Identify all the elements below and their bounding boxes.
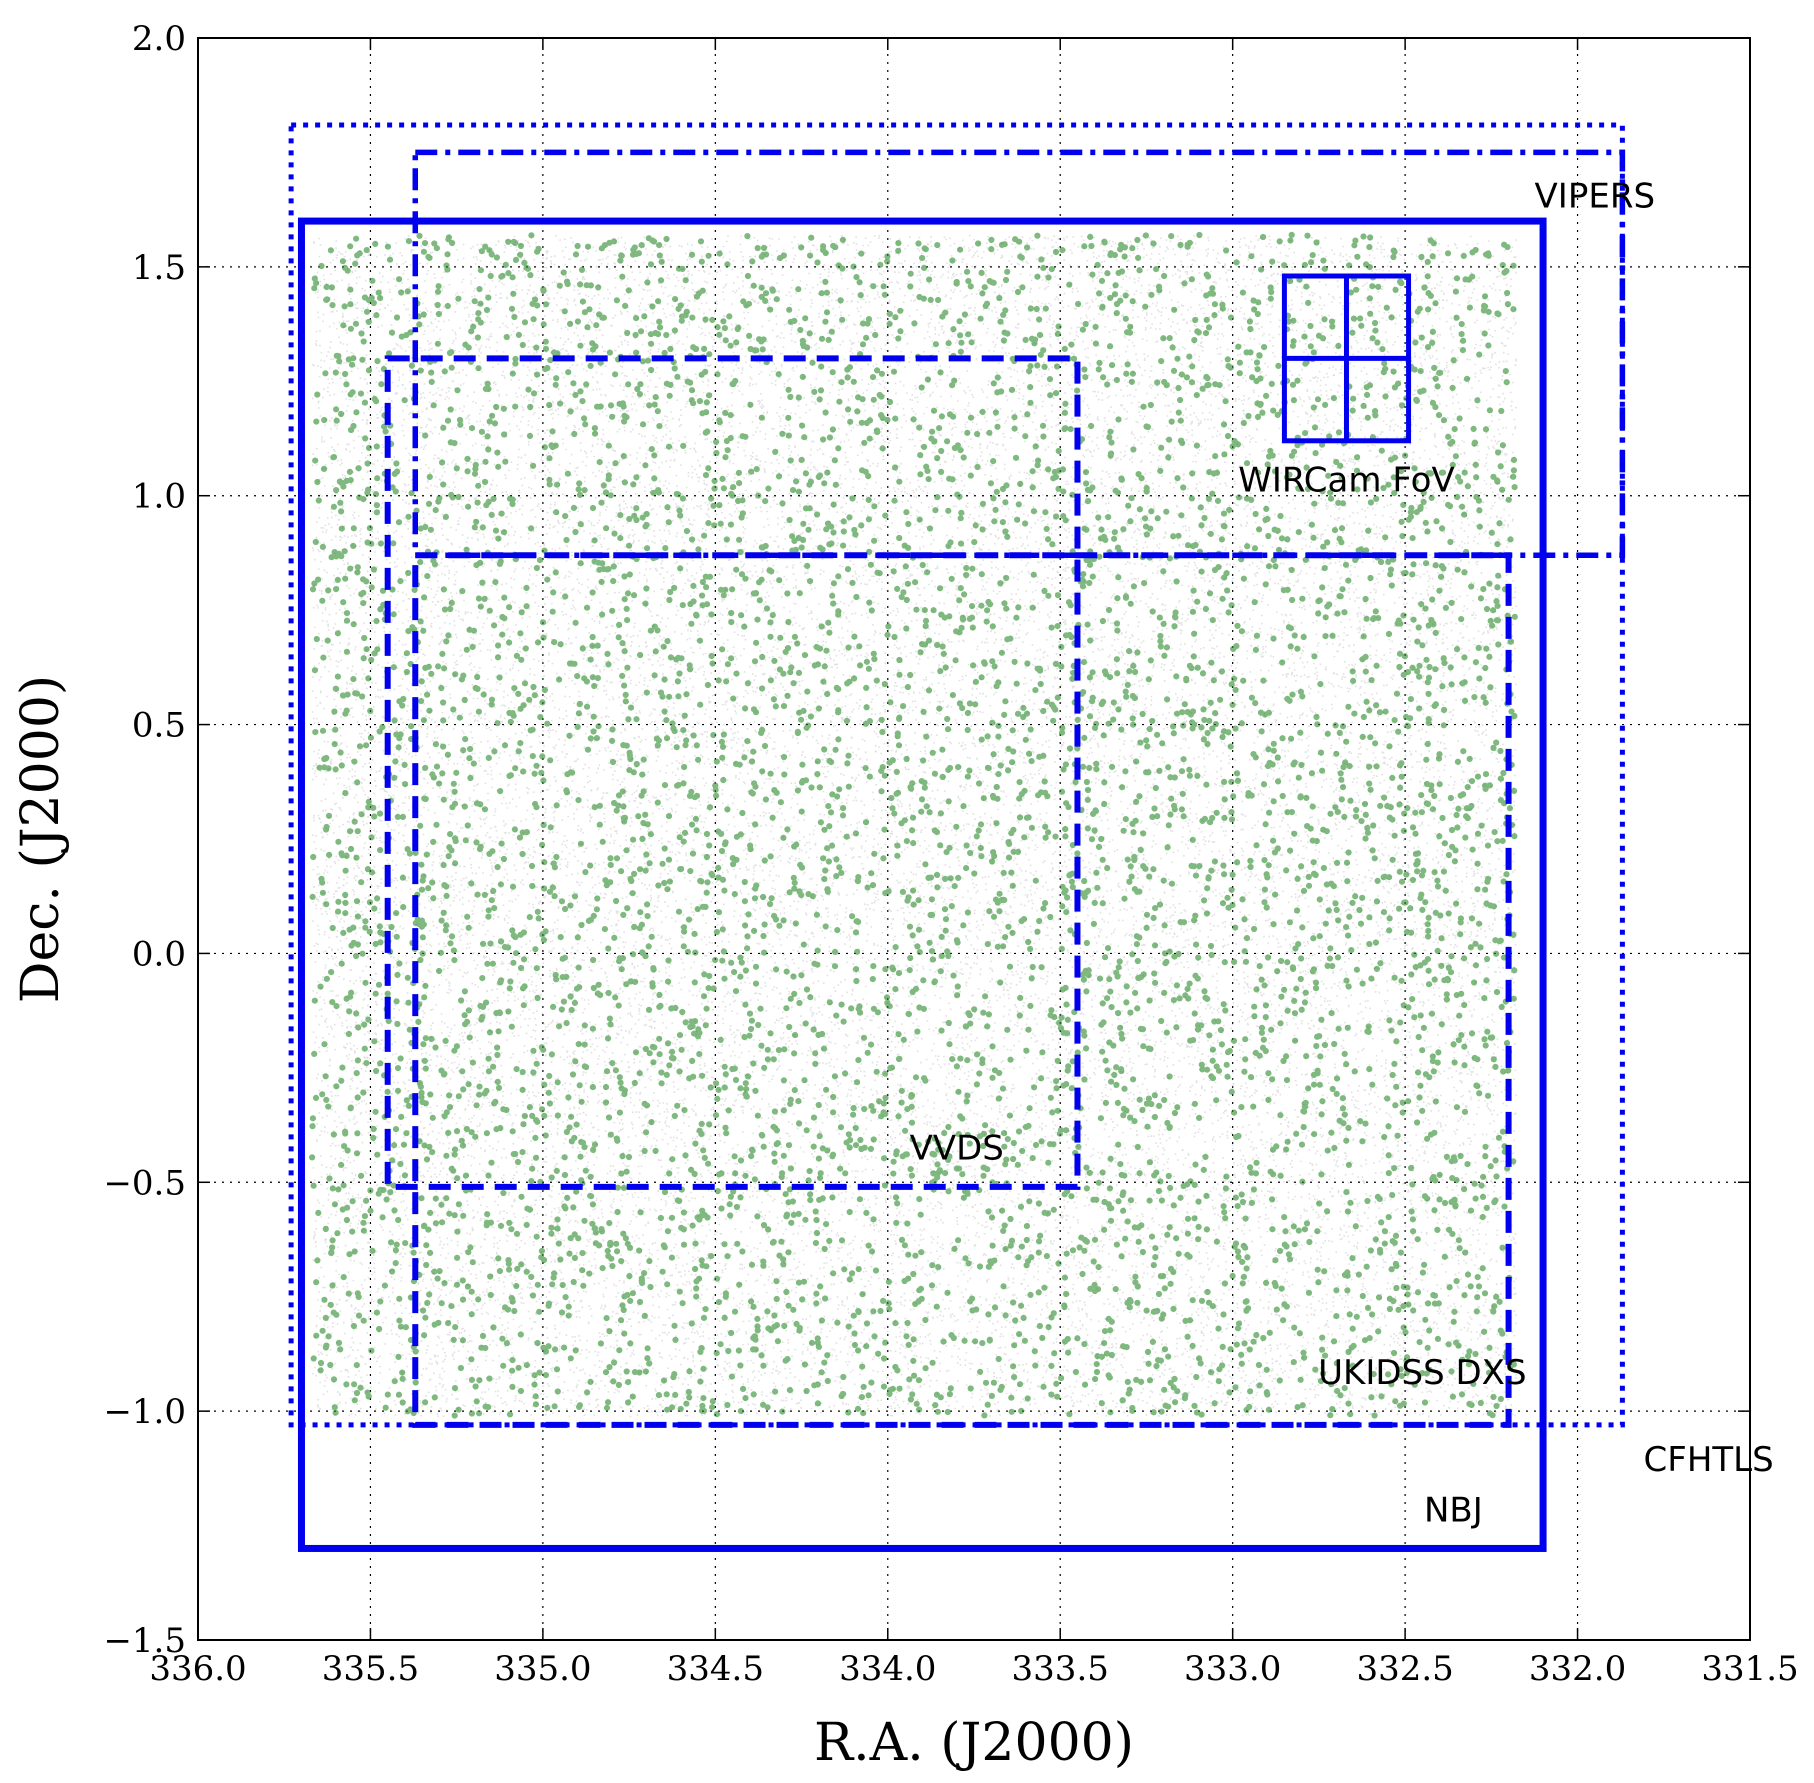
y-axis-title: Dec. (J2000) [11, 675, 71, 1003]
region-outline-nbj [297, 217, 1547, 1552]
region-outline-cfhtls [288, 122, 1625, 1428]
x-tick-label-0: 336.0 [149, 1649, 246, 1689]
scatter-background [311, 234, 1518, 1418]
region-outline-ukidss-dxs [412, 552, 1512, 1428]
x-tick-label-1: 335.5 [322, 1649, 419, 1689]
x-axis-title: R.A. (J2000) [814, 1713, 1134, 1773]
region-outline-vvds [384, 355, 1081, 1190]
x-tick-label-2: 335.0 [494, 1649, 591, 1689]
x-tick-label-5: 333.5 [1012, 1649, 1109, 1689]
tick-layer: 336.0 335.5 335.0 334.5 334.0 333.5 333.0 332.5… [103, 19, 1798, 1689]
x-tick-label-4: 334.0 [839, 1649, 936, 1689]
y-tick-label-3: 0.0 [132, 934, 186, 974]
region-vvds [384, 355, 1081, 1190]
x-tick-label-7: 332.5 [1356, 1649, 1453, 1689]
grid-layer [197, 37, 1751, 1641]
y-tick-label-6: 1.5 [132, 248, 186, 288]
y-tick-label-2: −0.5 [103, 1163, 186, 1203]
region-nbj [297, 217, 1547, 1552]
y-tick-label-1: −1.0 [103, 1392, 186, 1432]
x-tick-label-8: 332.0 [1529, 1649, 1626, 1689]
region-label-vipers: VIPERS [1535, 177, 1655, 217]
y-tick-label-5: 1.0 [132, 477, 186, 517]
region-label-ukidss-dxs: UKIDSS DXS [1318, 1353, 1526, 1393]
x-tick-label-9: 331.5 [1701, 1649, 1798, 1689]
region-cfhtls [288, 122, 1625, 1428]
label-layer: CFHTLS VIPERS NBJ UKIDSS DXS VVDS WIRCam FoV [910, 177, 1774, 1531]
y-tick-label-0: −1.5 [103, 1621, 186, 1661]
scatter-layer [309, 231, 1518, 1419]
background-source-points [311, 234, 1518, 1418]
y-tick-label-4: 0.5 [132, 706, 186, 746]
region-label-vvds: VVDS [910, 1129, 1004, 1169]
region-label-wircam-fov: WIRCam FoV [1238, 460, 1454, 500]
x-tick-label-3: 334.5 [667, 1649, 764, 1689]
plot-frame [197, 37, 1751, 1641]
y-tick-label-7: 2.0 [132, 19, 186, 59]
scatter-emitters [309, 231, 1518, 1419]
x-tick-label-6: 333.0 [1184, 1649, 1281, 1689]
region-wircam-fov [1281, 273, 1412, 444]
region-label-nbj: NBJ [1424, 1490, 1483, 1530]
region-label-cfhtls: CFHTLS [1644, 1440, 1774, 1480]
region-layer [288, 122, 1626, 1552]
emitter-source-points [309, 231, 1518, 1419]
region-ukidss-dxs [412, 552, 1512, 1428]
